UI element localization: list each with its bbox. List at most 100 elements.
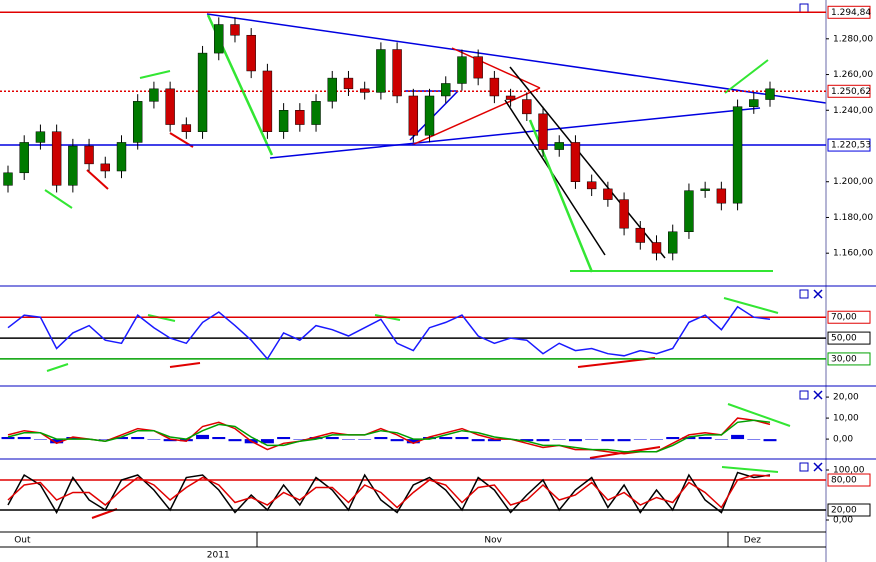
candle-body — [408, 95, 419, 136]
candle-body — [424, 95, 435, 136]
candle-body — [586, 181, 597, 190]
level-label: 1.220,53 — [831, 141, 871, 151]
histogram-bar — [714, 439, 728, 440]
level-label-box — [827, 331, 871, 345]
histogram-bar — [17, 436, 31, 440]
candle-body — [3, 172, 13, 186]
level-label: 1.250,62 — [831, 87, 871, 97]
histogram-bar — [650, 439, 663, 440]
candle-body — [51, 131, 62, 186]
candle-body — [651, 242, 662, 254]
close-icon[interactable] — [813, 390, 823, 400]
candle-body — [19, 142, 29, 174]
level-label: 70,00 — [831, 313, 857, 323]
candle-body — [246, 34, 256, 72]
histogram-bar — [536, 439, 550, 442]
panel: 80,00 20,00 100,00 0,00 — [0, 466, 871, 526]
candle-body — [668, 231, 678, 254]
histogram-bar — [66, 436, 80, 440]
histogram-bar — [1, 436, 15, 440]
y-tick-label: 1.200,00 — [833, 177, 873, 187]
panel-icon[interactable] — [799, 289, 809, 299]
histogram-bar — [747, 439, 761, 440]
level-label-box — [827, 5, 871, 19]
histogram-bar — [325, 436, 339, 440]
candle-body — [165, 88, 175, 125]
candle-body — [376, 49, 386, 93]
level-label-box — [827, 138, 871, 152]
histogram-bar — [260, 439, 274, 444]
candle-body — [603, 188, 613, 200]
histogram-bar — [293, 439, 307, 440]
candle-body — [522, 99, 532, 115]
candle-body — [116, 142, 127, 172]
trendline — [727, 403, 791, 427]
level-label: 1.294,84 — [831, 8, 871, 18]
candle-body — [749, 99, 759, 107]
trendline — [169, 362, 201, 368]
candle-body — [278, 110, 289, 132]
trendline — [589, 446, 661, 459]
histogram-bar — [163, 439, 177, 442]
histogram-bar — [115, 436, 128, 440]
panel: 1.294,84 1.250,62 1.220,53 1.160,00 1.180,00… — [0, 5, 873, 261]
level-label: 20,00 — [831, 506, 857, 516]
trendline — [724, 59, 769, 94]
histogram-bar — [455, 436, 469, 440]
y-tick-label: 1.240,00 — [833, 106, 873, 116]
level-label: 50,00 — [831, 334, 857, 344]
histogram-bar — [98, 439, 112, 440]
series-line — [7, 419, 771, 453]
histogram-bar — [358, 439, 372, 440]
histogram-bar — [196, 434, 210, 440]
histogram-bar — [423, 436, 437, 440]
y-tick-label: 1.180,00 — [833, 213, 873, 223]
histogram-bar — [520, 439, 534, 442]
histogram-bar — [698, 436, 712, 440]
candle-body — [441, 83, 451, 97]
candle-body — [716, 188, 727, 204]
close-icon[interactable] — [813, 289, 823, 299]
panel-icon[interactable] — [799, 462, 809, 472]
trendline — [509, 66, 666, 259]
trendline — [44, 189, 73, 209]
panel: 70,00 50,00 30,00 — [0, 305, 871, 366]
histogram-bar — [633, 439, 647, 440]
close-icon[interactable] — [813, 462, 823, 472]
trendline — [721, 466, 779, 473]
trendline — [46, 363, 69, 372]
histogram-bar — [179, 439, 193, 442]
panel-icon[interactable] — [799, 390, 809, 400]
candle-body — [100, 163, 110, 172]
trendline — [86, 169, 109, 190]
histogram-bar — [228, 439, 242, 442]
x-year-label: 2011 — [207, 551, 230, 561]
x-tick-label: Dez — [744, 536, 761, 546]
panel: 20,00 10,00 0,00 — [1, 393, 859, 455]
level-label-box — [827, 352, 871, 366]
histogram-bar — [487, 439, 501, 442]
level-label: 30,00 — [831, 354, 857, 364]
candle-body — [197, 52, 208, 132]
candle-body — [473, 56, 483, 79]
histogram-bar — [406, 439, 420, 444]
trendline — [504, 99, 606, 256]
x-tick-label: Nov — [484, 536, 502, 546]
histogram-bar — [50, 439, 64, 444]
candle-body — [311, 101, 321, 125]
candle-body — [457, 56, 467, 84]
histogram-bar — [731, 434, 745, 440]
candle-body — [149, 88, 159, 102]
x-tick-label: Out — [14, 536, 31, 546]
level-label: 80,00 — [831, 476, 857, 486]
candle-body — [489, 77, 500, 97]
histogram-bar — [33, 439, 47, 440]
candle-body — [505, 95, 516, 100]
y-tick-label: 100,00 — [833, 466, 865, 476]
candle-body — [181, 124, 192, 132]
histogram-bar — [552, 439, 566, 440]
histogram-bar — [309, 436, 323, 440]
candle-body — [262, 70, 273, 132]
